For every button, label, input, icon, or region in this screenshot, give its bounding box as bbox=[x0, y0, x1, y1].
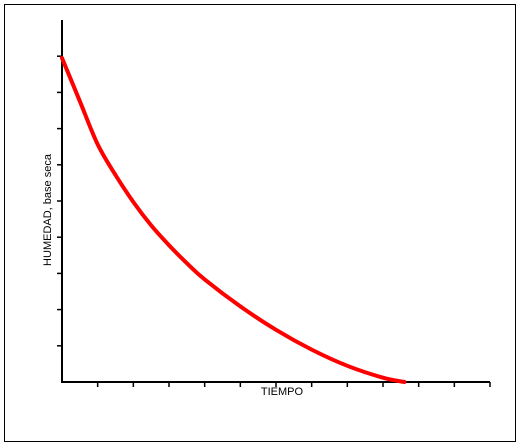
y-axis-label: HUMEDAD, base seca bbox=[42, 153, 54, 266]
drying-curve-line bbox=[60, 56, 407, 384]
series-layer bbox=[60, 56, 407, 384]
ticks bbox=[57, 55, 491, 387]
x-axis-label: TIEMPO bbox=[261, 386, 304, 398]
chart-frame bbox=[4, 4, 516, 442]
